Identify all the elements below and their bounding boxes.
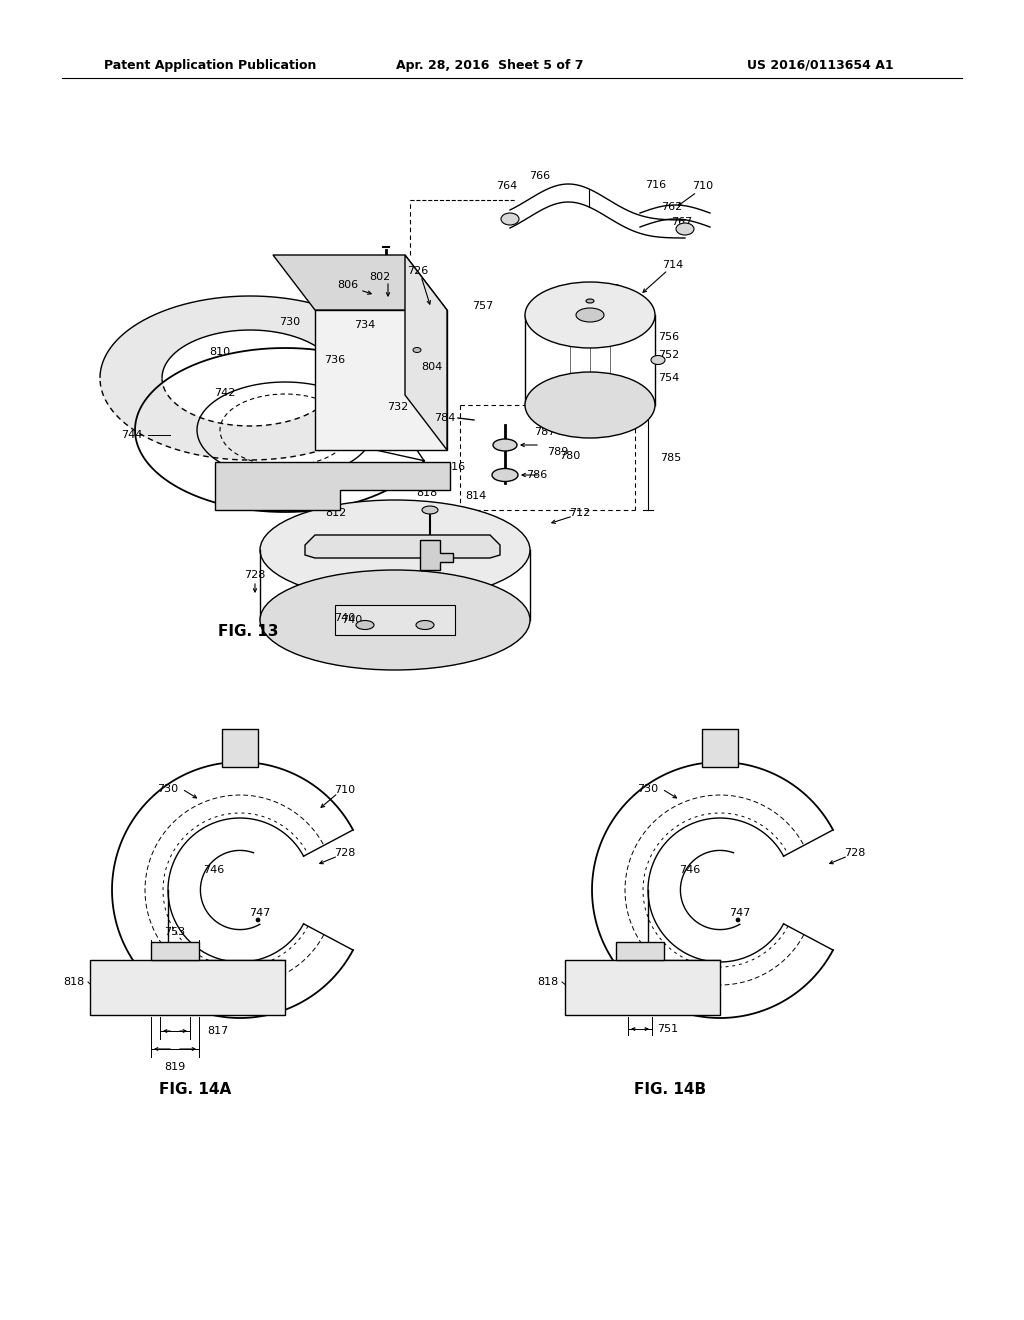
Ellipse shape <box>525 282 655 348</box>
Polygon shape <box>420 540 453 570</box>
Text: 812: 812 <box>326 508 347 517</box>
Text: 756: 756 <box>658 333 680 342</box>
Text: 734: 734 <box>354 319 376 330</box>
Text: FIG. 14A: FIG. 14A <box>159 1082 231 1097</box>
Text: 766: 766 <box>529 172 551 181</box>
Text: 747: 747 <box>729 908 751 917</box>
Polygon shape <box>305 535 500 558</box>
Text: 744: 744 <box>121 430 142 440</box>
Text: 785: 785 <box>660 453 681 463</box>
Text: 750: 750 <box>599 284 621 294</box>
Polygon shape <box>702 729 738 767</box>
Text: 747: 747 <box>249 908 270 917</box>
Ellipse shape <box>492 469 518 482</box>
Ellipse shape <box>676 223 694 235</box>
Text: 762: 762 <box>662 202 683 213</box>
Polygon shape <box>406 255 447 450</box>
Ellipse shape <box>575 308 604 322</box>
Polygon shape <box>100 296 389 459</box>
Polygon shape <box>90 960 285 1015</box>
Text: 728: 728 <box>245 570 265 579</box>
Text: 753: 753 <box>165 927 185 937</box>
Polygon shape <box>151 942 199 960</box>
Polygon shape <box>565 960 720 1015</box>
Text: 742: 742 <box>214 388 234 399</box>
Text: 780: 780 <box>559 451 581 461</box>
Ellipse shape <box>501 213 519 224</box>
Text: 746: 746 <box>679 865 700 875</box>
Text: 710: 710 <box>692 181 714 191</box>
Ellipse shape <box>422 506 438 513</box>
Text: 730: 730 <box>279 317 300 327</box>
Ellipse shape <box>356 620 374 630</box>
Ellipse shape <box>416 620 434 630</box>
Text: 726: 726 <box>408 267 429 276</box>
Polygon shape <box>273 255 447 310</box>
Ellipse shape <box>525 372 655 438</box>
Ellipse shape <box>586 300 594 304</box>
Text: Patent Application Publication: Patent Application Publication <box>103 58 316 71</box>
Text: 818: 818 <box>63 977 85 987</box>
Polygon shape <box>335 605 455 635</box>
Text: Apr. 28, 2016  Sheet 5 of 7: Apr. 28, 2016 Sheet 5 of 7 <box>396 58 584 71</box>
Text: 754: 754 <box>658 374 680 383</box>
Text: 787: 787 <box>535 426 556 437</box>
Text: 786: 786 <box>526 470 548 480</box>
Text: 710: 710 <box>335 785 355 795</box>
Text: 806: 806 <box>338 280 358 290</box>
Ellipse shape <box>736 917 740 921</box>
Text: 736: 736 <box>324 355 345 366</box>
Polygon shape <box>616 942 664 960</box>
Text: 767: 767 <box>672 216 692 227</box>
Text: 751: 751 <box>657 1024 679 1034</box>
Ellipse shape <box>256 917 260 921</box>
Text: 819: 819 <box>165 1063 185 1072</box>
Text: 816: 816 <box>444 462 466 473</box>
Text: FIG. 13: FIG. 13 <box>218 624 279 639</box>
Text: 726: 726 <box>712 744 732 755</box>
Text: 818: 818 <box>417 488 437 498</box>
Text: 730: 730 <box>157 784 178 795</box>
Text: 728: 728 <box>334 847 355 858</box>
Text: 740: 740 <box>335 612 355 623</box>
Ellipse shape <box>413 347 421 352</box>
Text: 712: 712 <box>569 508 591 517</box>
Text: 784: 784 <box>433 413 455 422</box>
Text: 730: 730 <box>637 784 658 795</box>
Text: 728: 728 <box>845 847 865 858</box>
Ellipse shape <box>651 355 665 364</box>
Ellipse shape <box>260 500 530 601</box>
Text: 814: 814 <box>465 491 486 502</box>
Text: 755: 755 <box>564 284 586 294</box>
Text: FIG. 14B: FIG. 14B <box>634 1082 707 1097</box>
Text: 752: 752 <box>658 350 680 360</box>
Polygon shape <box>215 462 450 510</box>
Text: 802: 802 <box>370 272 390 282</box>
Text: 740: 740 <box>341 615 362 624</box>
Text: 764: 764 <box>497 181 517 191</box>
Text: 716: 716 <box>645 180 667 190</box>
Text: 804: 804 <box>421 362 442 372</box>
Text: 789: 789 <box>547 447 568 457</box>
Text: 820: 820 <box>424 475 445 484</box>
Polygon shape <box>315 310 447 450</box>
Text: 757: 757 <box>472 301 494 312</box>
Text: 726: 726 <box>231 744 253 755</box>
Text: 818: 818 <box>537 977 558 987</box>
Text: 746: 746 <box>203 865 224 875</box>
Ellipse shape <box>260 570 530 671</box>
Ellipse shape <box>493 440 517 451</box>
Text: 810: 810 <box>209 347 230 356</box>
Text: 732: 732 <box>387 403 408 412</box>
Text: 817: 817 <box>208 1026 228 1036</box>
Polygon shape <box>222 729 258 767</box>
Text: 714: 714 <box>663 260 684 271</box>
Text: US 2016/0113654 A1: US 2016/0113654 A1 <box>746 58 893 71</box>
